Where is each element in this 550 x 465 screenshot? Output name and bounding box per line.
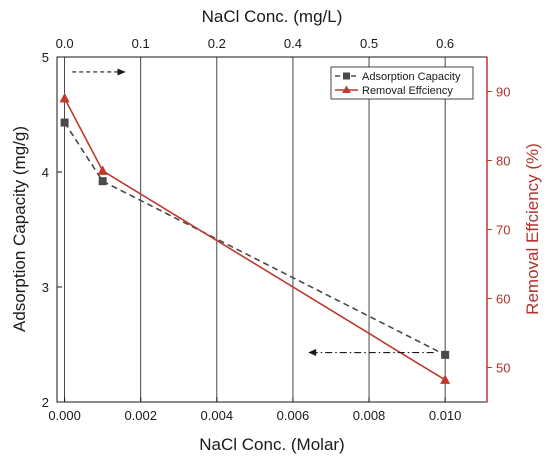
x-top-tick-label: 0.0 [56, 36, 74, 51]
x-top-tick-label: 0.4 [284, 36, 302, 51]
x-top-tick-label: 0.6 [436, 36, 454, 51]
x-top-tick-label: 0.2 [208, 36, 226, 51]
x-axis-title-bottom: NaCl Conc. (Molar) [199, 435, 344, 454]
series-line-1 [63, 98, 446, 381]
x-axis-title-top: NaCl Conc. (mg/L) [202, 7, 343, 26]
y-left-tick-label: 4 [42, 165, 49, 180]
data-point-triangle [59, 92, 70, 103]
legend: Adsorption Capacity Removal Effciency [330, 66, 474, 100]
data-point-square [98, 177, 107, 186]
grid-lines [64, 57, 446, 402]
y-axis-title-left: Adsorption Capacity (mg/g) [10, 126, 29, 332]
y-left-tick-label: 3 [42, 280, 49, 295]
legend-label-removal: Removal Effciency [362, 85, 453, 97]
x-top-tick-label: 0.5 [360, 36, 378, 51]
annotations [72, 68, 434, 357]
y-right-tick-label: 70 [496, 223, 510, 238]
y-right-tick-label: 80 [496, 154, 510, 169]
x-tick-label: 0.000 [48, 408, 81, 423]
axis-ticks: 0.000 0.0 0.002 0.1 0.004 0.2 0.006 0.4 0.008 0.5… [42, 36, 511, 423]
data-point-square [60, 118, 69, 127]
series [59, 92, 451, 384]
data-point-triangle [440, 374, 451, 384]
y-right-tick-label: 90 [496, 85, 510, 100]
x-tick-label: 0.004 [201, 408, 234, 423]
series-line-0 [63, 122, 446, 356]
data-point-square [441, 350, 450, 359]
data-point-triangle [97, 165, 108, 175]
legend-label-adsorption: Adsorption Capacity [362, 71, 461, 83]
y-axis-title-right: Removal Effciency (%) [523, 143, 542, 315]
x-tick-label: 0.002 [124, 408, 157, 423]
legend-marker-removal [342, 85, 351, 93]
annotation-arrow-head [117, 68, 126, 76]
y-left-tick-label: 2 [42, 395, 49, 410]
y-left-tick-label: 5 [42, 50, 49, 65]
legend-box [330, 66, 474, 100]
legend-marker-adsorption [343, 72, 350, 80]
x-tick-label: 0.008 [353, 408, 386, 423]
y-right-tick-label: 50 [496, 361, 510, 376]
x-tick-label: 0.010 [429, 408, 462, 423]
x-tick-label: 0.006 [277, 408, 310, 423]
plot-frame [56, 56, 488, 403]
annotation-arrow-head [308, 349, 317, 357]
x-top-tick-label: 0.1 [132, 36, 150, 51]
y-right-tick-label: 60 [496, 292, 510, 307]
